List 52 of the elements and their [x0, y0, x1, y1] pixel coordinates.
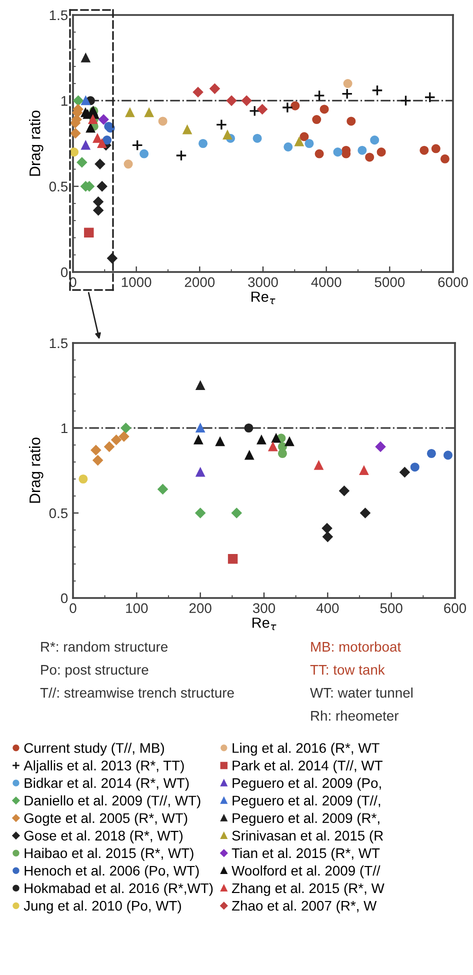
text: Po: post structure	[41, 665, 148, 678]
legend-label: Zhao et al. 2007 (R*, W	[232, 900, 377, 914]
x-axis-title: Re$_{τ}$	[252, 292, 276, 304]
x-tick-label: 6000	[438, 277, 468, 288]
legend-label: Peguero et al. 2009 (R*,	[232, 812, 380, 826]
legend-label: Gose et al. 2018 (R*, WT)	[24, 830, 183, 844]
x-tick-label: 200	[189, 603, 212, 614]
x-tick-label: 0	[70, 603, 76, 614]
text: R*: random structure	[41, 642, 168, 652]
legend-label: Park et al. 2014 (T//, WT	[232, 760, 383, 774]
x-tick-label: 100	[126, 603, 148, 614]
y-axis-title: Drag ratio	[29, 110, 44, 176]
y-tick-label: 0	[60, 267, 68, 278]
legend-label: Current study (T//, MB)	[24, 742, 164, 756]
x-tick-label: 5000	[374, 277, 405, 288]
text: TT: tow tank	[310, 664, 385, 675]
text: T//: streamwise trench structure	[40, 688, 234, 698]
legend-label: Srinivasan et al. 2015 (R	[232, 830, 383, 844]
x-tick-label: 3000	[248, 277, 278, 288]
x-tick-label: 600	[444, 603, 466, 614]
legend-label: Tian et al. 2015 (R*, WT	[232, 848, 380, 861]
text: Rh: rheometer	[311, 710, 399, 721]
x-tick-label: 300	[252, 603, 276, 614]
text: MB: motorboat	[311, 642, 401, 652]
legend-label: Henoch et al. 2006 (Po, WT)	[24, 865, 199, 878]
legend-label: Zhang et al. 2015 (R*, W	[232, 882, 384, 896]
legend-label: Aljallis et al. 2013 (R*, TT)	[24, 760, 184, 774]
legend-label: Bidkar et al. 2014 (R*, WT)	[24, 778, 189, 791]
y-tick-label: 1.5	[50, 10, 68, 20]
y-tick-label: 1	[61, 96, 68, 106]
y-tick-label: 0	[60, 593, 68, 604]
legend-label: Peguero et al. 2009 (Po,	[232, 778, 381, 791]
y-tick-label: 1.5	[50, 338, 68, 348]
y-axis-title: Drag ratio	[29, 438, 44, 503]
x-tick-label: 1000	[122, 277, 152, 288]
x-tick-label: 500	[380, 603, 402, 614]
y-tick-label: 0.5	[49, 508, 68, 518]
legend-label: Ling et al. 2016 (R*, WT	[232, 742, 380, 756]
legend-label: Woolford et al. 2009 (T//	[232, 865, 380, 878]
text: WT: water tunnel	[310, 688, 412, 698]
legend-label: Gogte et al. 2005 (R*, WT)	[24, 812, 188, 826]
x-axis-title: Re$_{τ}$	[252, 618, 276, 630]
legend-label: Jung et al. 2010 (Po, WT)	[24, 900, 181, 914]
legend-label: Peguero et al. 2009 (T//,	[232, 795, 380, 808]
x-tick-label: 4000	[311, 277, 342, 288]
y-tick-label: 0.5	[49, 182, 68, 192]
legend-label: Haibao et al. 2015 (R*, WT)	[24, 848, 194, 861]
legend-label: Hokmabad et al. 2016 (R*,WT)	[24, 882, 213, 896]
y-tick-label: 1	[61, 423, 68, 434]
x-tick-label: 2000	[184, 277, 215, 288]
legend-label: Daniello et al. 2009 (T//, WT)	[24, 795, 200, 808]
x-tick-label: 400	[316, 603, 339, 614]
